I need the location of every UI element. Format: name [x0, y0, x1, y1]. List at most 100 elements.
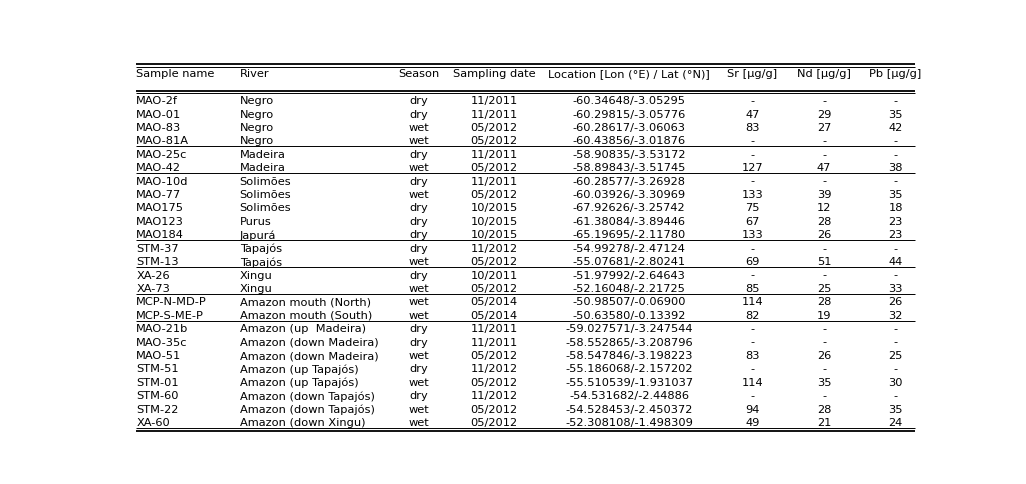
- Text: Amazon mouth (South): Amazon mouth (South): [240, 311, 371, 321]
- Text: 133: 133: [742, 230, 763, 240]
- Text: MAO-01: MAO-01: [136, 109, 182, 120]
- Text: -: -: [822, 136, 826, 146]
- Text: dry: dry: [409, 271, 428, 281]
- Text: -67.92626/-3.25742: -67.92626/-3.25742: [573, 203, 685, 213]
- Text: 42: 42: [889, 123, 903, 133]
- Text: -51.97992/-2.64643: -51.97992/-2.64643: [573, 271, 685, 281]
- Text: Amazon (up  Madeira): Amazon (up Madeira): [240, 324, 365, 334]
- Text: -: -: [750, 96, 754, 106]
- Text: MAO184: MAO184: [136, 230, 184, 240]
- Text: Season: Season: [398, 69, 439, 79]
- Text: 25: 25: [889, 351, 903, 361]
- Text: 19: 19: [817, 311, 831, 321]
- Text: Amazon mouth (North): Amazon mouth (North): [240, 297, 370, 307]
- Text: -55.186068/-2.157202: -55.186068/-2.157202: [565, 364, 693, 375]
- Text: Amazon (up Tapajós): Amazon (up Tapajós): [240, 364, 358, 375]
- Text: 05/2012: 05/2012: [471, 163, 517, 173]
- Text: -: -: [750, 364, 754, 375]
- Text: Pb [µg/g]: Pb [µg/g]: [869, 69, 921, 79]
- Text: 67: 67: [745, 217, 759, 227]
- Text: 114: 114: [742, 378, 763, 388]
- Text: -: -: [822, 96, 826, 106]
- Text: 10/2011: 10/2011: [470, 271, 518, 281]
- Text: Solimões: Solimões: [240, 203, 291, 213]
- Text: dry: dry: [409, 217, 428, 227]
- Text: -: -: [822, 338, 826, 348]
- Text: 11/2011: 11/2011: [470, 109, 518, 120]
- Text: -: -: [822, 271, 826, 281]
- Text: 11/2011: 11/2011: [470, 177, 518, 187]
- Text: 47: 47: [745, 109, 759, 120]
- Text: -: -: [894, 364, 898, 375]
- Text: -: -: [750, 243, 754, 254]
- Text: -60.34648/-3.05295: -60.34648/-3.05295: [573, 96, 685, 106]
- Text: -52.16048/-2.21725: -52.16048/-2.21725: [573, 284, 685, 294]
- Text: 05/2012: 05/2012: [471, 351, 517, 361]
- Text: -61.38084/-3.89446: -61.38084/-3.89446: [573, 217, 685, 227]
- Text: dry: dry: [409, 96, 428, 106]
- Text: 05/2012: 05/2012: [471, 405, 517, 415]
- Text: MCP-S-ME-P: MCP-S-ME-P: [136, 311, 204, 321]
- Text: 26: 26: [889, 297, 903, 307]
- Text: 05/2012: 05/2012: [471, 136, 517, 146]
- Text: 05/2012: 05/2012: [471, 123, 517, 133]
- Text: 83: 83: [745, 123, 759, 133]
- Text: Nd [µg/g]: Nd [µg/g]: [797, 69, 851, 79]
- Text: -: -: [894, 150, 898, 160]
- Text: 12: 12: [817, 203, 831, 213]
- Text: STM-51: STM-51: [136, 364, 179, 375]
- Text: 75: 75: [745, 203, 759, 213]
- Text: -58.89843/-3.51745: -58.89843/-3.51745: [573, 163, 686, 173]
- Text: 23: 23: [889, 217, 903, 227]
- Text: STM-60: STM-60: [136, 391, 179, 401]
- Text: -: -: [822, 177, 826, 187]
- Text: -: -: [894, 391, 898, 401]
- Text: Sr [µg/g]: Sr [µg/g]: [727, 69, 778, 79]
- Text: 114: 114: [742, 297, 763, 307]
- Text: -60.03926/-3.30969: -60.03926/-3.30969: [573, 190, 685, 200]
- Text: 18: 18: [889, 203, 903, 213]
- Text: wet: wet: [408, 284, 429, 294]
- Text: Tapajós: Tapajós: [240, 243, 282, 254]
- Text: 05/2012: 05/2012: [471, 418, 517, 428]
- Text: 21: 21: [817, 418, 831, 428]
- Text: MAO175: MAO175: [136, 203, 185, 213]
- Text: wet: wet: [408, 123, 429, 133]
- Text: -58.547846/-3.198223: -58.547846/-3.198223: [565, 351, 693, 361]
- Text: XA-73: XA-73: [136, 284, 170, 294]
- Text: wet: wet: [408, 136, 429, 146]
- Text: -: -: [750, 150, 754, 160]
- Text: 05/2012: 05/2012: [471, 378, 517, 388]
- Text: 11/2012: 11/2012: [471, 364, 517, 375]
- Text: -58.552865/-3.208796: -58.552865/-3.208796: [565, 338, 693, 348]
- Text: 11/2011: 11/2011: [470, 338, 518, 348]
- Text: 83: 83: [745, 351, 759, 361]
- Text: 35: 35: [817, 378, 831, 388]
- Text: 82: 82: [745, 311, 759, 321]
- Text: 127: 127: [742, 163, 763, 173]
- Text: MAO-2f: MAO-2f: [136, 96, 179, 106]
- Text: -: -: [822, 364, 826, 375]
- Text: -: -: [822, 243, 826, 254]
- Text: Negro: Negro: [240, 96, 274, 106]
- Text: -: -: [894, 136, 898, 146]
- Text: Amazon (down Tapajós): Amazon (down Tapajós): [240, 405, 374, 415]
- Text: -54.531682/-2.44886: -54.531682/-2.44886: [569, 391, 689, 401]
- Text: 25: 25: [817, 284, 831, 294]
- Text: 133: 133: [742, 190, 763, 200]
- Text: 30: 30: [889, 378, 903, 388]
- Text: dry: dry: [409, 230, 428, 240]
- Text: dry: dry: [409, 243, 428, 254]
- Text: 44: 44: [889, 257, 903, 267]
- Text: Japurá: Japurá: [240, 230, 276, 241]
- Text: wet: wet: [408, 418, 429, 428]
- Text: 05/2012: 05/2012: [471, 284, 517, 294]
- Text: 11/2012: 11/2012: [471, 391, 517, 401]
- Text: MAO-10d: MAO-10d: [136, 177, 189, 187]
- Text: -50.63580/-0.13392: -50.63580/-0.13392: [573, 311, 686, 321]
- Text: 39: 39: [817, 190, 831, 200]
- Text: Amazon (down Tapajós): Amazon (down Tapajós): [240, 391, 374, 402]
- Text: Solimões: Solimões: [240, 177, 291, 187]
- Text: 35: 35: [889, 405, 903, 415]
- Text: wet: wet: [408, 297, 429, 307]
